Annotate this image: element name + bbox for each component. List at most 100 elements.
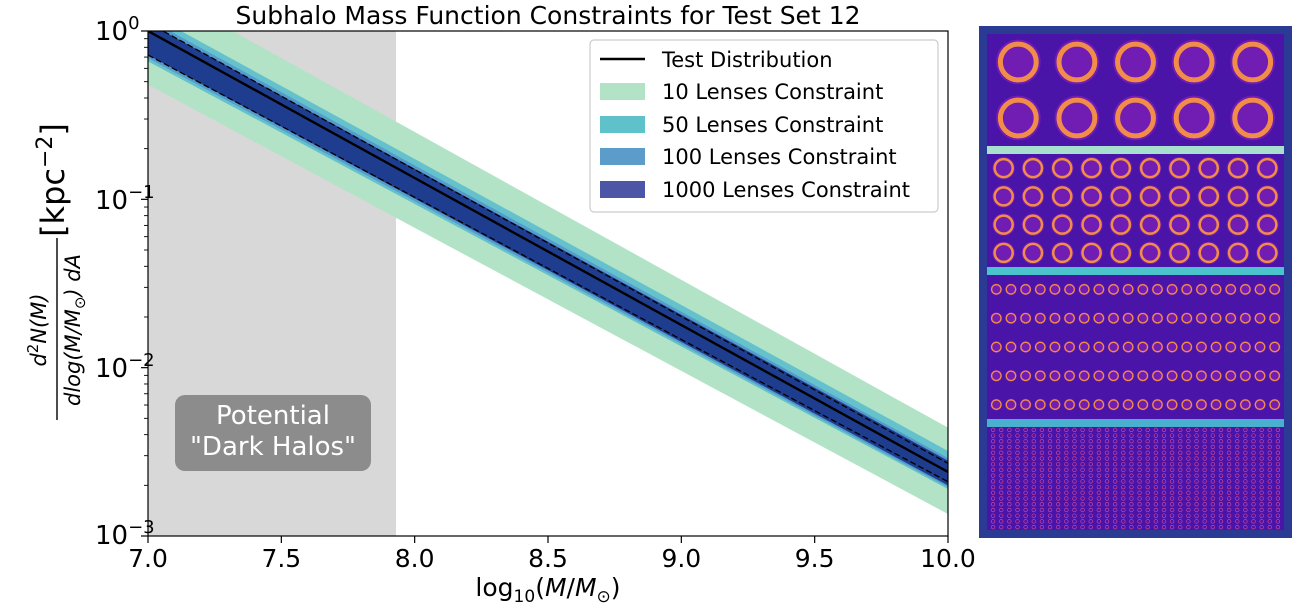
lens-ring [1064, 484, 1069, 490]
lens-ring [1275, 433, 1281, 438]
lens-ring [1218, 507, 1224, 513]
lens-ring [1104, 484, 1110, 490]
lens-ring [1039, 484, 1045, 490]
lens-ring [1194, 456, 1199, 461]
lens-ring [1243, 479, 1248, 484]
lens-glow [1268, 341, 1281, 353]
lens-ring [1226, 473, 1232, 478]
lens-ring [1169, 479, 1175, 484]
lens-ring [1015, 467, 1020, 473]
lens-ring [990, 484, 996, 490]
lens-ring [1235, 519, 1240, 524]
lens-glow [990, 283, 1003, 296]
lens-ring [1218, 456, 1224, 461]
lens-ring [1243, 462, 1248, 467]
lens-ring [1226, 507, 1232, 513]
lens-ring [1218, 490, 1224, 495]
lens-ring [1047, 519, 1053, 524]
lens-ring [1080, 502, 1085, 507]
lens-ring [1153, 462, 1158, 467]
lens-glow [1107, 312, 1120, 325]
lens-ring [1178, 507, 1183, 513]
lens-ring [1259, 444, 1264, 450]
lens-ring [1031, 473, 1036, 478]
lens-ring [1121, 507, 1126, 513]
lens-glow [1107, 369, 1120, 382]
lens-ring [1161, 439, 1167, 444]
lens-ring [1007, 427, 1012, 432]
lens-ring [1137, 462, 1142, 467]
dashed-bound-line [161, 31, 948, 464]
lens-ring [1275, 462, 1281, 467]
lens-ring [1104, 519, 1110, 524]
y-tick-label-1e-1: 10−1 [95, 182, 155, 216]
lens-ring [1088, 484, 1093, 490]
lens-glow [1224, 398, 1237, 411]
lens-ring [1194, 490, 1199, 495]
lens-ring [1088, 490, 1093, 495]
lens-ring [1096, 496, 1102, 501]
lens-ring [1088, 525, 1093, 530]
lens-ring [1064, 502, 1069, 507]
lens-ring [1137, 519, 1142, 524]
lens-ring [990, 525, 996, 530]
lens-ring [1137, 490, 1142, 495]
lens-glow [1224, 283, 1237, 296]
lens-ring [1259, 450, 1264, 455]
lens-ring [1210, 467, 1215, 473]
lens-ring [1202, 507, 1207, 513]
lens-ring [1194, 450, 1199, 455]
lens-ring [1056, 467, 1061, 473]
lens-ring [1152, 399, 1163, 410]
lens-ring [1121, 473, 1126, 478]
lens-ring [1007, 450, 1012, 455]
y-tick-label-1e0: 100 [95, 13, 140, 47]
lens-ring [1259, 473, 1264, 478]
lens-ring [1210, 519, 1215, 524]
lens-ring [1153, 444, 1158, 450]
lens-ring [1152, 284, 1163, 295]
lens-glow [1180, 341, 1193, 353]
lens-ring [1275, 456, 1281, 461]
lens-ring [1007, 462, 1012, 467]
lens-ring [1007, 507, 1012, 513]
lens-ring [1235, 507, 1240, 513]
lens-ring [1121, 519, 1126, 524]
lens-ring [1267, 519, 1272, 524]
lens-ring [1072, 467, 1077, 473]
lens-ring [1129, 519, 1134, 524]
lens-ring [1121, 496, 1126, 501]
lens-ring [1186, 490, 1191, 495]
lens-ring [1020, 341, 1031, 353]
lens-ring [1169, 496, 1175, 501]
lens-ring [1259, 439, 1264, 444]
x-tick-label: 8.0 [395, 544, 435, 573]
lens-ring [1031, 479, 1036, 484]
lens-ring [1257, 242, 1278, 264]
lens-ring [1015, 525, 1020, 530]
svg-text:dlog(M/M⊙) dA: dlog(M/M⊙) dA [61, 254, 89, 406]
lens-ring [1186, 462, 1191, 467]
lens-ring [1267, 444, 1272, 450]
lens-ring [1113, 502, 1118, 507]
lens-ring [1121, 444, 1126, 450]
lens-ring [1227, 186, 1249, 207]
lens-ring [993, 242, 1014, 264]
lens-ring [1243, 467, 1248, 473]
lens-ring [1007, 479, 1012, 484]
lens-ring [1031, 450, 1036, 455]
lens-ring [1023, 462, 1028, 467]
lens-ring [1129, 456, 1134, 461]
lens-glow [1078, 369, 1091, 382]
lens-glow [1254, 312, 1266, 325]
lens-glow [1210, 341, 1222, 353]
lens-ring [1251, 427, 1256, 432]
lens-ring [1137, 312, 1149, 324]
lens-ring [999, 473, 1004, 478]
lens-ring [1145, 433, 1150, 438]
lens-ring [1259, 433, 1264, 438]
lens-ring [1081, 214, 1102, 235]
lens-ring [1113, 427, 1118, 432]
lens-ring [1169, 519, 1175, 524]
lens-panel-content [987, 39, 1284, 530]
